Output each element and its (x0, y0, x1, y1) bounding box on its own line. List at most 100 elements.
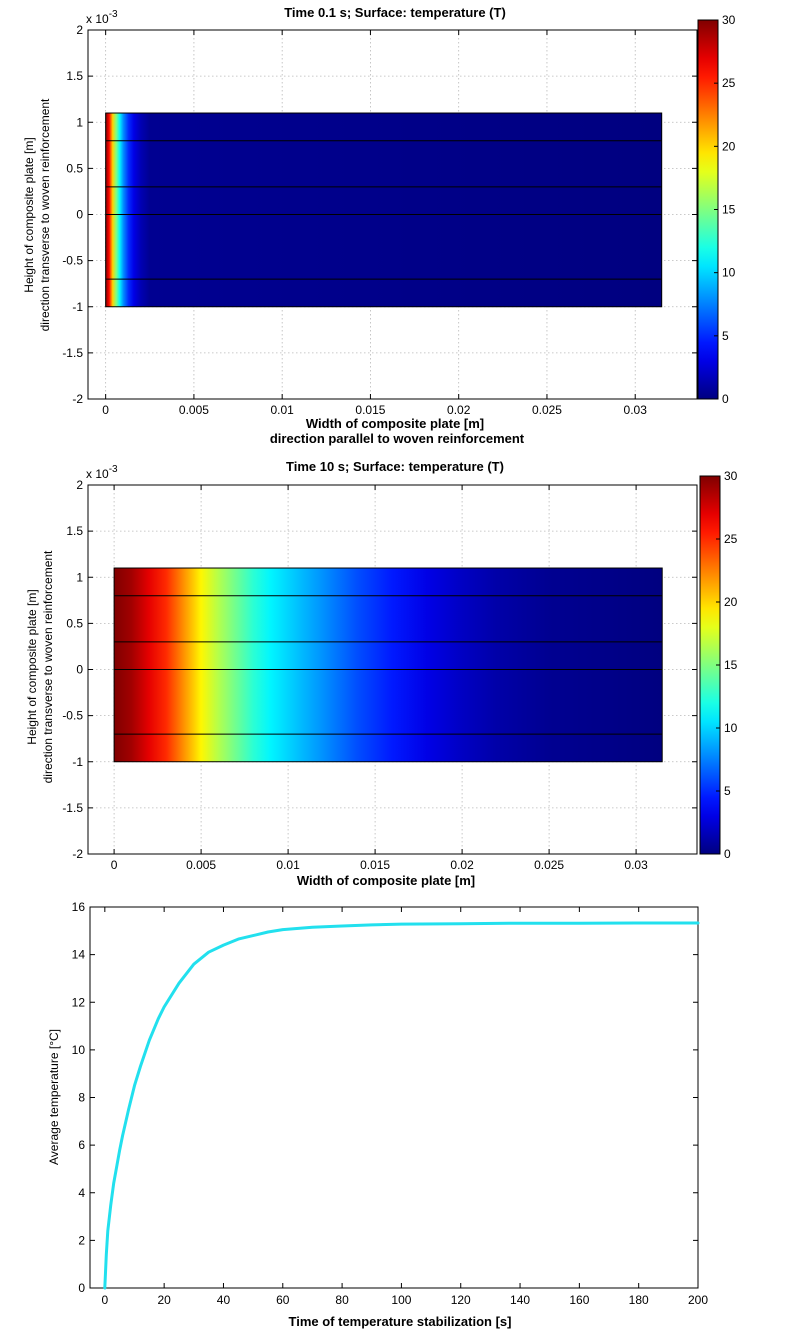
colorbar-tick-label: 10 (722, 266, 736, 280)
y-tick-label: 8 (78, 1091, 85, 1105)
x-tick-label: 40 (217, 1293, 231, 1307)
panel-3-x-ticks: 0 20 40 60 80 100 120 140 160 180 200 (101, 907, 708, 1307)
x-tick-label: 0.015 (355, 403, 385, 417)
panel-2-y-label: Height of composite plate [m] (25, 589, 39, 744)
y-tick-label: 1.5 (66, 69, 83, 83)
x-tick-label: 0.025 (534, 858, 564, 872)
panel-2-x-ticks: 0 0.005 0.01 0.015 0.02 0.025 0.03 (111, 485, 648, 872)
colorbar-tick-label: 15 (724, 658, 738, 672)
y-tick-label: -1 (72, 755, 83, 769)
x-tick-label: 160 (569, 1293, 589, 1307)
line-panel-3: 0 20 40 60 80 100 120 140 160 180 200 0 2 4 6 8 10 12 14 1… (47, 900, 708, 1329)
panel-3-axes-box (89, 906, 699, 1289)
x-tick-label: 80 (335, 1293, 349, 1307)
y-tick-label: 1 (76, 115, 83, 129)
y-tick-label: 10 (72, 1043, 86, 1057)
panel-1-y-ticks: -2 -1.5 -1 -0.5 0 0.5 1 1.5 2 (62, 23, 697, 406)
y-tick-label: 2 (78, 1233, 85, 1247)
colorbar-tick-label: 20 (724, 595, 738, 609)
colorbar-tick-label: 25 (722, 76, 736, 90)
y-tick-label: -1.5 (62, 801, 83, 815)
panel-1-y-label-secondary: direction transverse to woven reinforcem… (38, 98, 52, 331)
panel-2-y-exponent-base: x 10 (86, 467, 109, 481)
y-tick-label: 2 (76, 478, 83, 492)
colorbar-tick-label: 5 (722, 329, 729, 343)
y-tick-label: 12 (72, 995, 86, 1009)
panel-3-series-line (103, 921, 700, 1290)
panel-2-y-ticks: -2 -1.5 -1 -0.5 0 0.5 1 1.5 2 (62, 478, 697, 861)
panel-2-y-exponent: x 10-3 (86, 464, 118, 481)
colorbar-tick-label: 20 (722, 139, 736, 153)
colorbar-tick-label: 15 (722, 203, 736, 217)
x-tick-label: 0.01 (270, 403, 294, 417)
panel-3-y-label: Average temperature [°C] (47, 1029, 61, 1165)
x-tick-label: 0.015 (360, 858, 390, 872)
y-tick-label: 0.5 (66, 616, 83, 630)
panel-2-layer-lines (114, 595, 663, 735)
x-tick-label: 0.005 (186, 858, 216, 872)
y-tick-label: 0 (76, 663, 83, 677)
panel-2-y-label-secondary: direction transverse to woven reinforcem… (41, 550, 55, 783)
panel-1-plate-surface (105, 112, 663, 308)
y-tick-label: 16 (72, 900, 86, 914)
colorbar-tick-label: 5 (724, 784, 731, 798)
panel-1-x-label-secondary: direction parallel to woven reinforcemen… (270, 431, 525, 446)
panel-2-x-label: Width of composite plate [m] (297, 873, 475, 888)
colorbar-tick-label: 30 (722, 13, 736, 27)
panel-1-y-exponent: x 10-3 (86, 9, 118, 26)
x-tick-label: 0.03 (624, 858, 648, 872)
x-tick-label: 0.005 (179, 403, 209, 417)
x-tick-label: 20 (157, 1293, 171, 1307)
panel-1-y-exponent-power: -3 (109, 9, 118, 20)
panel-1-colorbar-ticks: 0 5 10 15 20 25 30 (714, 13, 736, 406)
panel-1-y-label: Height of composite plate [m] (22, 137, 36, 292)
x-tick-label: 0 (111, 858, 118, 872)
y-tick-label: -0.5 (62, 254, 83, 268)
x-tick-label: 0 (102, 403, 109, 417)
y-tick-label: 0 (76, 208, 83, 222)
panel-2-y-exponent-power: -3 (109, 464, 118, 475)
colorbar-tick-label: 30 (724, 469, 738, 483)
y-tick-label: -2 (72, 392, 83, 406)
y-tick-label: 2 (76, 23, 83, 37)
x-tick-label: 140 (510, 1293, 530, 1307)
panel-2-plate-surface (113, 567, 663, 763)
y-tick-label: -2 (72, 847, 83, 861)
x-tick-label: 0.025 (532, 403, 562, 417)
panel-2-colorbar-ticks: 0 5 10 15 20 25 30 (716, 469, 738, 861)
x-tick-label: 0.01 (276, 858, 300, 872)
colorbar-tick-label: 10 (724, 721, 738, 735)
panel-3-y-ticks: 0 2 4 6 8 10 12 14 16 (72, 900, 698, 1295)
x-tick-label: 180 (629, 1293, 649, 1307)
colorbar-tick-label: 0 (724, 847, 731, 861)
y-tick-label: 1.5 (66, 524, 83, 538)
x-tick-label: 200 (688, 1293, 708, 1307)
colorbar-tick-label: 25 (724, 532, 738, 546)
panel-1-x-ticks: 0 0.005 0.01 0.015 0.02 0.025 0.03 (102, 30, 647, 417)
x-tick-label: 0 (101, 1293, 108, 1307)
y-tick-label: -1 (72, 300, 83, 314)
panel-2-title: Time 10 s; Surface: temperature (T) (286, 459, 504, 474)
y-tick-label: 6 (78, 1138, 85, 1152)
y-tick-label: 1 (76, 570, 83, 584)
panel-1-x-label: Width of composite plate [m] (306, 416, 484, 431)
heatmap-panel-1: Time 0.1 s; Surface: temperature (T) 0 0.… (22, 5, 736, 446)
heatmap-panel-2: Time 10 s; Surface: temperature (T) 0 0.0… (25, 459, 738, 888)
y-tick-label: -0.5 (62, 709, 83, 723)
panel-1-layer-lines (105, 140, 662, 280)
x-tick-label: 60 (276, 1293, 290, 1307)
y-tick-label: 0.5 (66, 161, 83, 175)
x-tick-label: 0.02 (447, 403, 471, 417)
x-tick-label: 100 (391, 1293, 411, 1307)
y-tick-label: -1.5 (62, 346, 83, 360)
panel-1-title: Time 0.1 s; Surface: temperature (T) (284, 5, 506, 20)
x-tick-label: 120 (451, 1293, 471, 1307)
panel-3-x-label: Time of temperature stabilization [s] (289, 1314, 512, 1329)
x-tick-label: 0.03 (624, 403, 648, 417)
x-tick-label: 0.02 (450, 858, 474, 872)
y-tick-label: 0 (78, 1281, 85, 1295)
panel-1-y-exponent-base: x 10 (86, 12, 109, 26)
colorbar-tick-label: 0 (722, 392, 729, 406)
y-tick-label: 4 (78, 1186, 85, 1200)
